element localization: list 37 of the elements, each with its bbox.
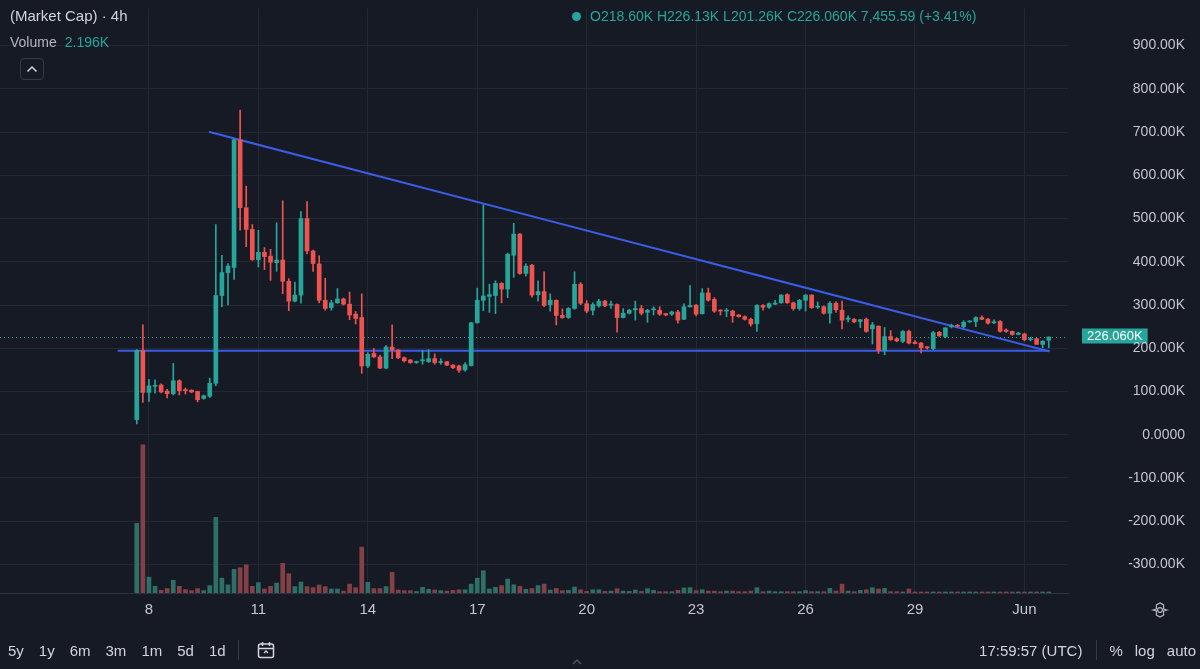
text: 1m [141,641,163,659]
x-tick-label: 20 [578,600,596,618]
y-tick-label: -200.00K [1128,512,1186,529]
text: 1d [208,641,226,659]
x-tick-label: 17 [468,600,486,618]
y-tick-label: 600.00K [1132,166,1186,183]
x-tick-label: 14 [359,600,377,618]
y-tick-label: 400.00K [1132,252,1186,269]
y-tick-label: 700.00K [1132,122,1186,139]
y-tick-label: -300.00K [1128,555,1186,572]
text: auto [1166,641,1196,659]
annotation: 2.196K [64,34,110,50]
y-tick-label: 300.00K [1132,295,1186,312]
y-tick-label: 200.00K [1132,339,1186,356]
y-tick-label: 900.00K [1132,36,1186,53]
text: 5y [8,641,24,659]
text: 6m [69,641,91,659]
text: 1y [38,641,55,659]
text: 5d [177,641,194,659]
x-tick-label: 29 [906,600,924,618]
x-tick-label: Jun [1012,600,1037,618]
chart-title: (Market Cap) · 4h [10,7,128,24]
y-tick-label: 100.00K [1132,382,1186,399]
chart-subtitle: O218.60K H226.13K L201.26K C226.060K 7,455.59 (+3.41%) [590,8,977,24]
text: % [1109,641,1123,659]
x-tick-label: 11 [250,600,267,618]
x-tick-label: 26 [797,600,814,618]
x-tick-label: 8 [144,600,154,618]
chart-title: Volume [10,34,57,50]
text: 3m [105,641,127,659]
x-tick-label: 23 [687,600,705,618]
y-tick-label: 800.00K [1132,79,1186,96]
y-tick-label: -100.00K [1128,468,1186,485]
y-tick-label: 500.00K [1132,209,1186,226]
text: 17:59:57 (UTC) [979,641,1083,659]
text: log [1134,641,1155,659]
y-tick-label: 0.0000 [1142,425,1186,442]
